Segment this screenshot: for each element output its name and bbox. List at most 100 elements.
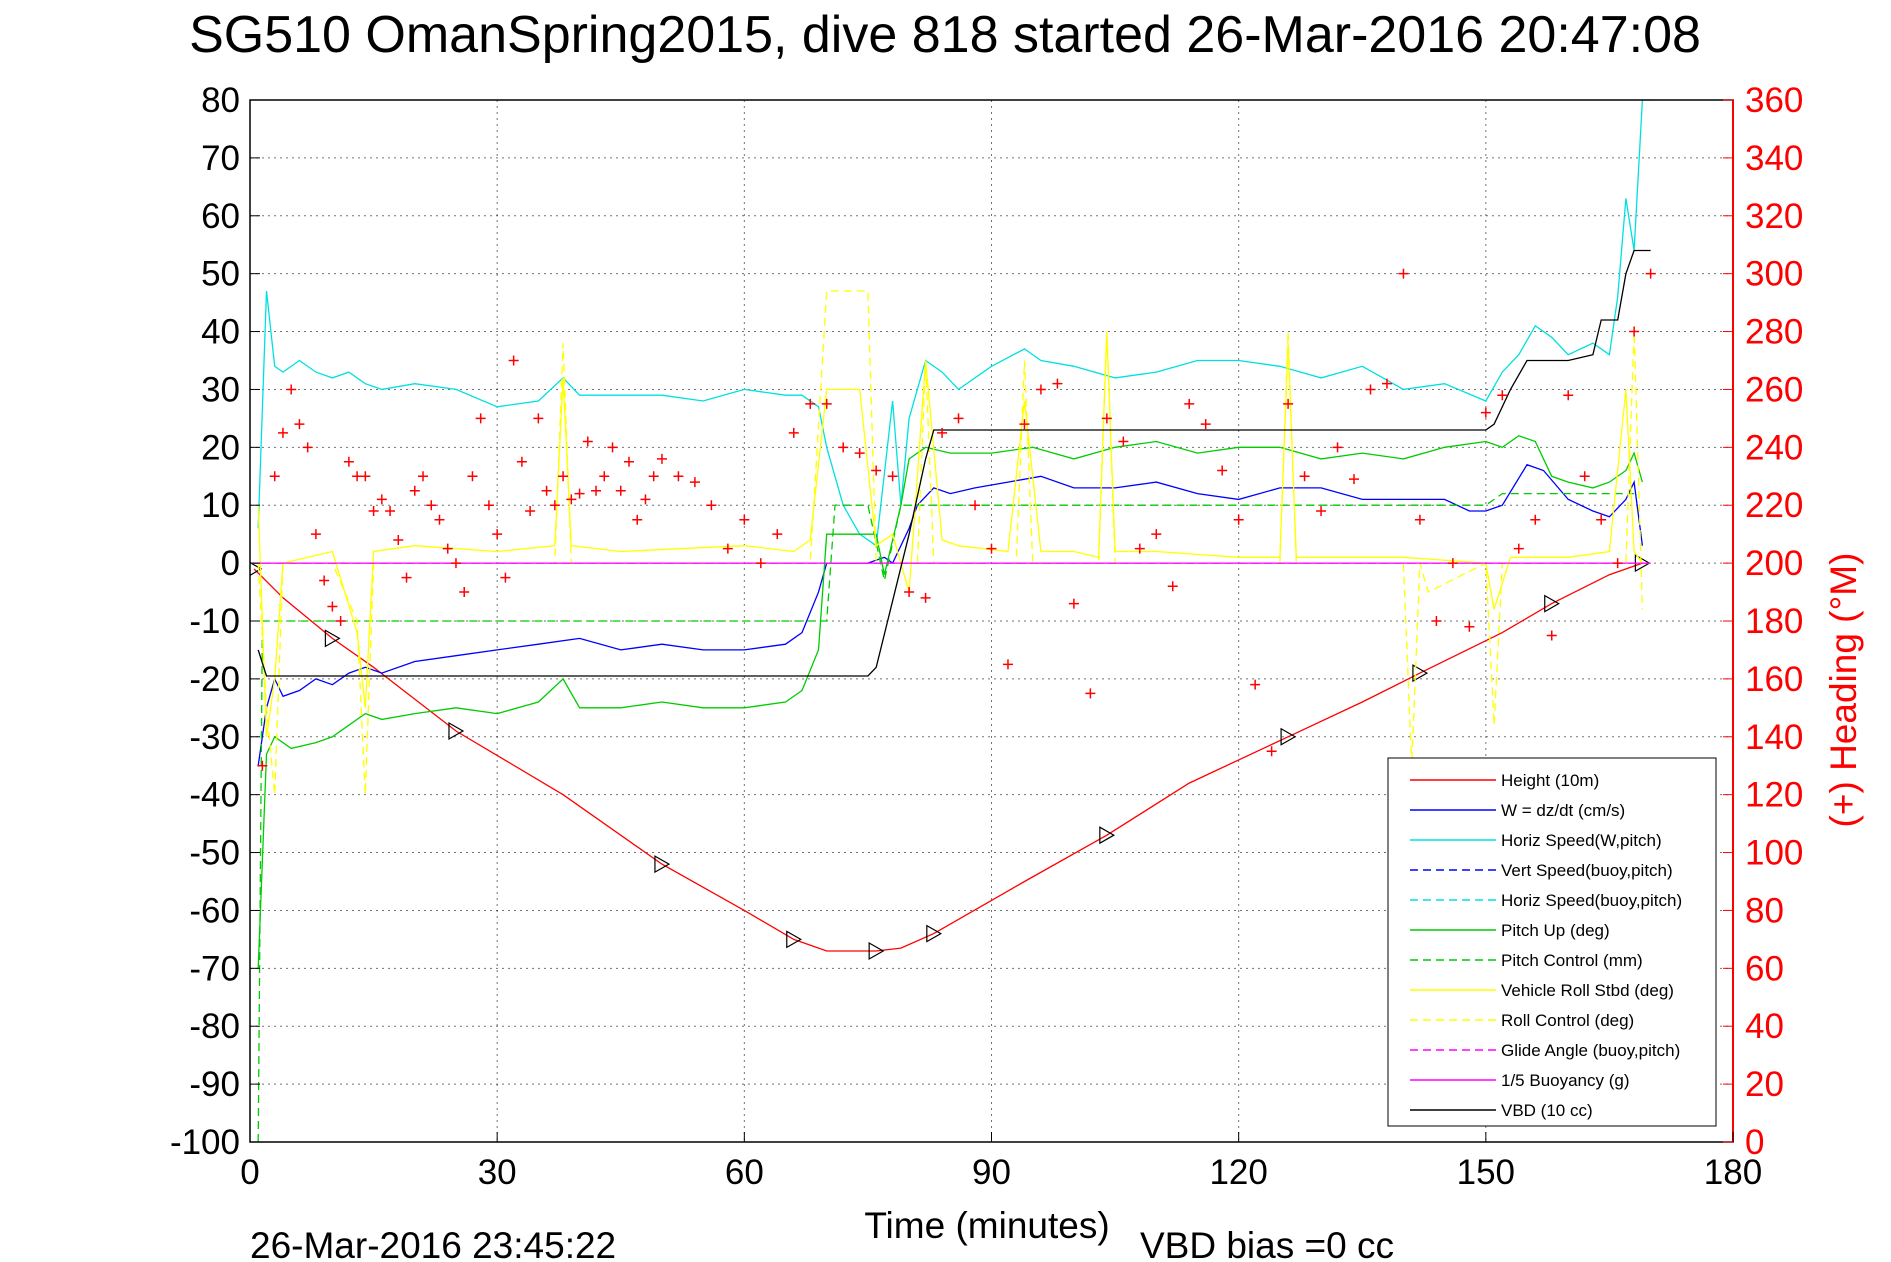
- heading-point: [871, 465, 882, 476]
- height-marker: [250, 561, 263, 576]
- heading-point: [838, 442, 849, 453]
- y-tick-label: -70: [189, 949, 240, 988]
- x-axis-label: Time (minutes): [864, 1205, 1109, 1246]
- y-tick-label: -30: [189, 718, 240, 757]
- heading-point: [673, 471, 684, 482]
- height-marker: [1544, 594, 1560, 613]
- heading-point: [1398, 268, 1409, 279]
- y2-tick-label: 180: [1745, 602, 1803, 641]
- y2-tick-label: 360: [1745, 81, 1803, 120]
- x-tick-label: 0: [240, 1153, 259, 1192]
- heading-point: [1184, 398, 1195, 409]
- heading-point: [500, 572, 511, 583]
- legend-label: Vert Speed(buoy,pitch): [1501, 861, 1673, 880]
- ticks: 0 30 60 90 120 150 18080706050403020100-10-20-…: [170, 81, 1803, 1192]
- heading-point: [1134, 543, 1145, 554]
- heading-point: [459, 587, 470, 598]
- legend-label: Glide Angle (buoy,pitch): [1501, 1041, 1680, 1060]
- heading-point: [615, 485, 626, 496]
- heading-point: [582, 436, 593, 447]
- heading-point: [1365, 384, 1376, 395]
- heading-point: [1414, 514, 1425, 525]
- heading-point: [269, 471, 280, 482]
- y2-tick-label: 240: [1745, 428, 1803, 467]
- series-line-height-10m: [253, 562, 1643, 952]
- heading-point: [1431, 616, 1442, 626]
- heading-point: [558, 471, 569, 482]
- series-group: [250, 100, 1656, 1142]
- height-marker: [1280, 727, 1297, 746]
- heading-point: [1612, 558, 1623, 569]
- heading-point: [1316, 506, 1327, 517]
- heading-point: [566, 494, 577, 505]
- legend-label: Vehicle Roll Stbd (deg): [1501, 981, 1674, 1000]
- heading-point: [1085, 688, 1096, 699]
- heading-point: [541, 485, 552, 496]
- heading-point: [1480, 407, 1491, 418]
- height-marker: [654, 855, 671, 874]
- heading-point: [920, 592, 931, 603]
- y2-tick-label: 320: [1745, 197, 1803, 236]
- heading-point: [302, 442, 313, 453]
- legend: Height (10m) W = dz/dt (cm/s) Horiz Speed(…: [1387, 757, 1717, 1127]
- heading-point: [640, 494, 651, 505]
- heading-point: [1299, 471, 1310, 482]
- heading-point: [1200, 419, 1211, 430]
- heading-point: [854, 448, 865, 459]
- y2-tick-label: 280: [1745, 313, 1803, 352]
- height-marker: [1099, 826, 1116, 845]
- heading-point: [1052, 378, 1063, 389]
- heading-point: [1546, 630, 1557, 641]
- heading-point: [788, 427, 799, 438]
- heading-point: [483, 500, 494, 511]
- legend-label: Pitch Control (mm): [1501, 951, 1643, 970]
- y2-tick-label: 40: [1745, 1007, 1784, 1046]
- heading-point: [277, 427, 288, 438]
- height-marker: [868, 941, 885, 961]
- heading-point: [821, 398, 832, 409]
- legend-label: Roll Control (deg): [1501, 1011, 1634, 1030]
- heading-point: [385, 506, 396, 517]
- y-tick-label: 60: [201, 197, 240, 236]
- heading-point: [450, 558, 461, 569]
- heading-point: [722, 543, 733, 554]
- y2-tick-label: 260: [1745, 370, 1803, 409]
- y2-tick-label: 220: [1745, 486, 1803, 525]
- heading-point: [1151, 529, 1162, 540]
- height-marker: [324, 629, 341, 648]
- y2-tick-label: 120: [1745, 776, 1803, 815]
- heading-point: [319, 575, 330, 586]
- heading-point: [953, 413, 964, 424]
- heading-point: [1233, 514, 1244, 525]
- y-tick-label: -90: [189, 1065, 240, 1104]
- heading-point: [525, 506, 536, 517]
- heading-point: [310, 529, 321, 540]
- heading-point: [467, 471, 478, 482]
- heading-point: [937, 427, 948, 438]
- heading-point: [1118, 436, 1129, 447]
- y-tick-label: -60: [189, 891, 240, 930]
- series-line-vehicle-roll-stbd-deg: [257, 331, 1643, 737]
- x-tick-label: 120: [1209, 1153, 1267, 1192]
- heading-point: [492, 529, 503, 540]
- heading-point: [327, 601, 338, 612]
- y2-tick-label: 340: [1745, 139, 1803, 178]
- legend-label: 1/5 Buoyancy (g): [1501, 1071, 1630, 1090]
- heading-point: [1464, 621, 1475, 632]
- heading-point: [755, 558, 766, 569]
- heading-point: [706, 500, 717, 511]
- heading-point: [257, 760, 268, 771]
- heading-point: [648, 471, 659, 482]
- heading-point: [689, 477, 700, 488]
- heading-point: [393, 534, 404, 545]
- heading-point: [986, 543, 997, 554]
- heading-point: [1250, 679, 1261, 690]
- y2-tick-label: 160: [1745, 660, 1803, 699]
- heading-point: [401, 572, 412, 583]
- y-tick-label: 10: [201, 486, 240, 525]
- heading-point: [1101, 413, 1112, 424]
- heading-point: [1217, 465, 1228, 476]
- legend-label: Pitch Up (deg): [1501, 921, 1610, 940]
- y2-tick-label: 200: [1745, 544, 1803, 583]
